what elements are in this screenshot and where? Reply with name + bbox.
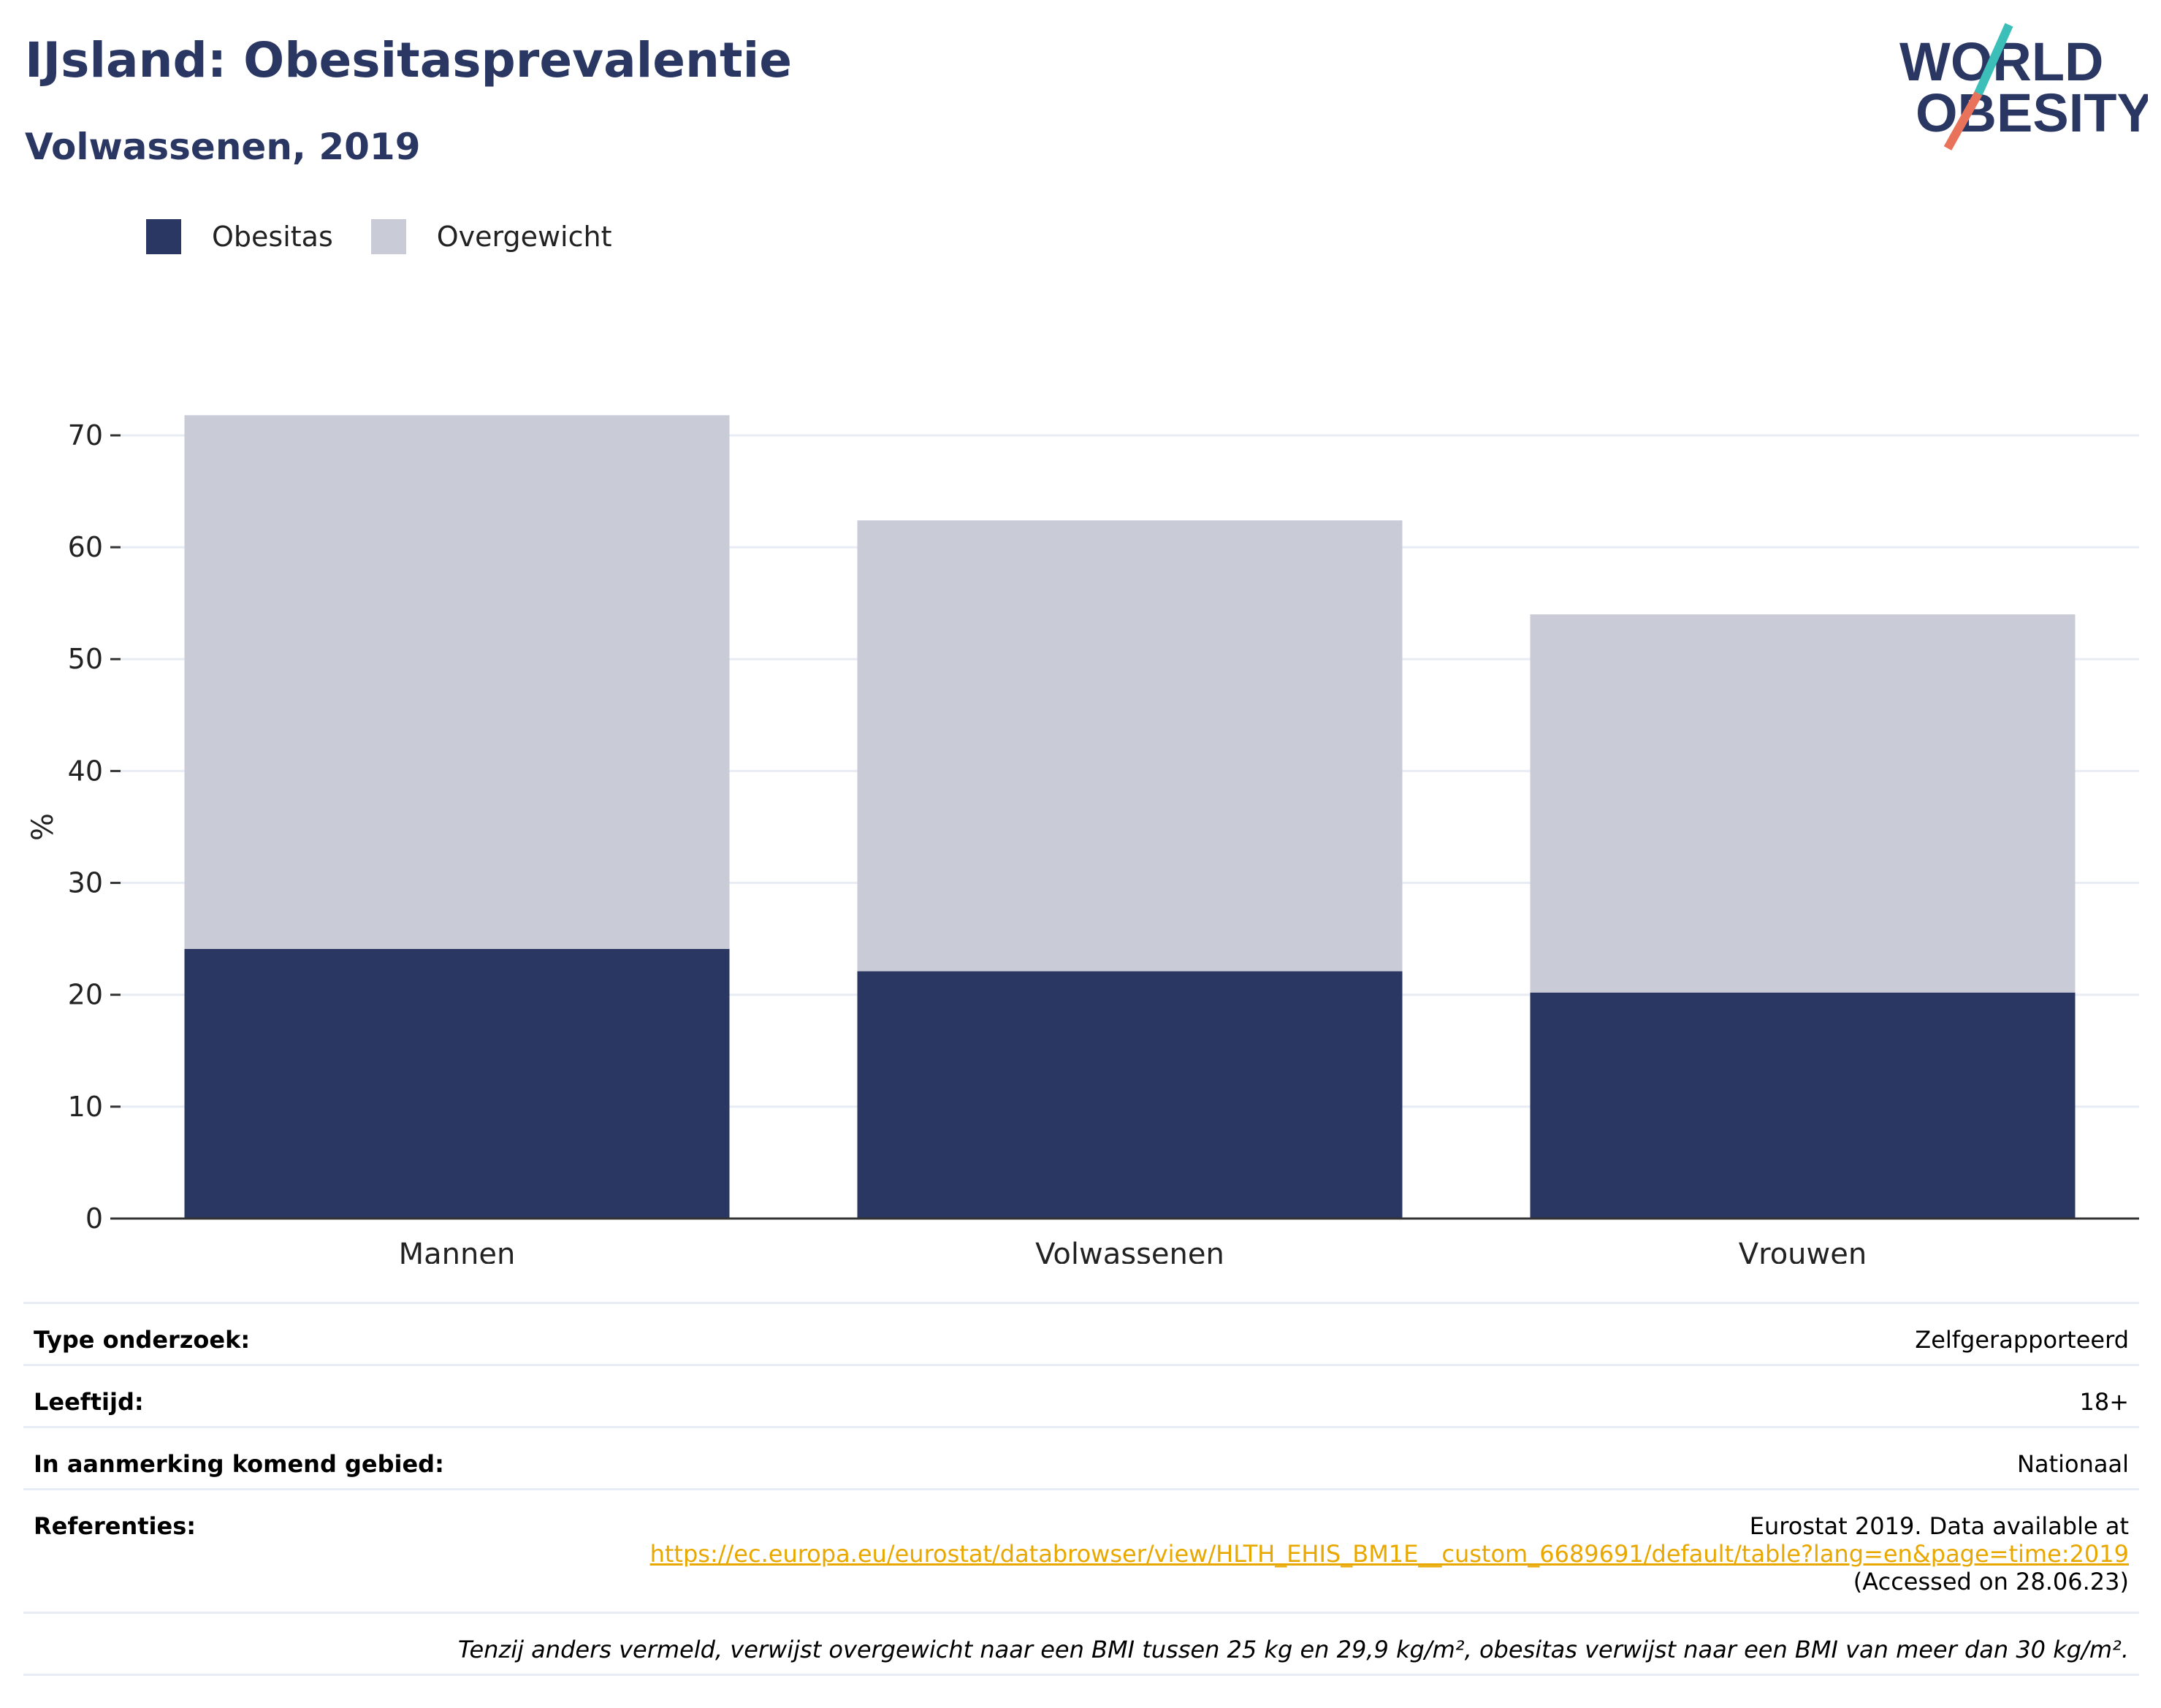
legend-item-overgewicht[interactable]: Overgewicht [370, 219, 612, 254]
bar-chart: 0 10 20 30 40 50 60 70% Mannen Volwassenen Vrouwen [26, 415, 2139, 1264]
x-tick-label: Volwassenen [1035, 1238, 1224, 1264]
area-value: Nationaal [2017, 1450, 2129, 1478]
references-label: Referenties: [34, 1512, 197, 1540]
logo-slash-top [1974, 23, 2013, 96]
area-label: In aanmerking komend gebied: [34, 1450, 444, 1478]
y-tick-label: 20 [68, 979, 103, 1011]
chart-legend: Obesitas Overgewicht [146, 216, 650, 257]
legend-item-obesitas[interactable]: Obesitas [146, 219, 333, 254]
x-tick-label: Vrouwen [1739, 1238, 1867, 1264]
legend-swatch-overgewicht [370, 219, 406, 254]
chart-title: IJsland: Obesitasprevalentie [25, 32, 792, 88]
y-tick-label: 30 [68, 867, 103, 899]
logo-slash-bottom [1943, 91, 1983, 150]
y-tick-label: 60 [68, 531, 103, 563]
info-row-survey-type: Type onderzoek: Zelfgerapporteerd [23, 1302, 2139, 1364]
references-accessed: (Accessed on 28.06.23) [1853, 1568, 2129, 1595]
info-row-area: In aanmerking komend gebied: Nationaal [23, 1426, 2139, 1488]
x-tick-label: Mannen [399, 1238, 516, 1264]
y-tick-label: 70 [68, 419, 103, 451]
bar-obesitas-vrouwen [1530, 992, 2076, 1219]
y-axis-label: % [26, 813, 60, 841]
info-row-age: Leeftijd: 18+ [23, 1364, 2139, 1426]
references-link[interactable]: https://ec.europa.eu/eurostat/databrowse… [649, 1540, 2129, 1568]
bar-overgewicht-mannen [184, 415, 730, 949]
bar-obesitas-mannen [184, 948, 730, 1219]
definition-note: Tenzij anders vermeld, verwijst overgewi… [23, 1612, 2139, 1676]
y-tick-label: 40 [68, 755, 103, 787]
legend-label-overgewicht: Overgewicht [436, 221, 612, 253]
legend-swatch-obesitas [146, 219, 181, 254]
y-tick-label: 0 [85, 1202, 103, 1235]
bar-overgewicht-vrouwen [1530, 614, 2076, 993]
references-source: Eurostat 2019. Data available at [1749, 1512, 2129, 1540]
y-tick-label: 10 [68, 1091, 103, 1123]
age-value: 18+ [2079, 1388, 2129, 1416]
logo-text-obesity: OBESITY [1916, 83, 2148, 143]
y-tick-label: 50 [68, 643, 103, 675]
survey-type-value: Zelfgerapporteerd [1915, 1326, 2129, 1354]
survey-type-label: Type onderzoek: [34, 1326, 251, 1354]
age-label: Leeftijd: [34, 1388, 144, 1416]
references-value: Eurostat 2019. Data available at https:/… [650, 1512, 2129, 1612]
legend-label-obesitas: Obesitas [212, 221, 333, 253]
info-row-references: Referenties: Eurostat 2019. Data availab… [23, 1488, 2139, 1612]
info-table: Type onderzoek: Zelfgerapporteerd Leefti… [23, 1302, 2139, 1676]
chart-subtitle: Volwassenen, 2019 [25, 126, 421, 168]
bar-obesitas-volwassenen [857, 971, 1403, 1219]
bar-overgewicht-volwassenen [857, 520, 1403, 972]
world-obesity-logo: WORLD OBESITY [1899, 23, 2148, 150]
